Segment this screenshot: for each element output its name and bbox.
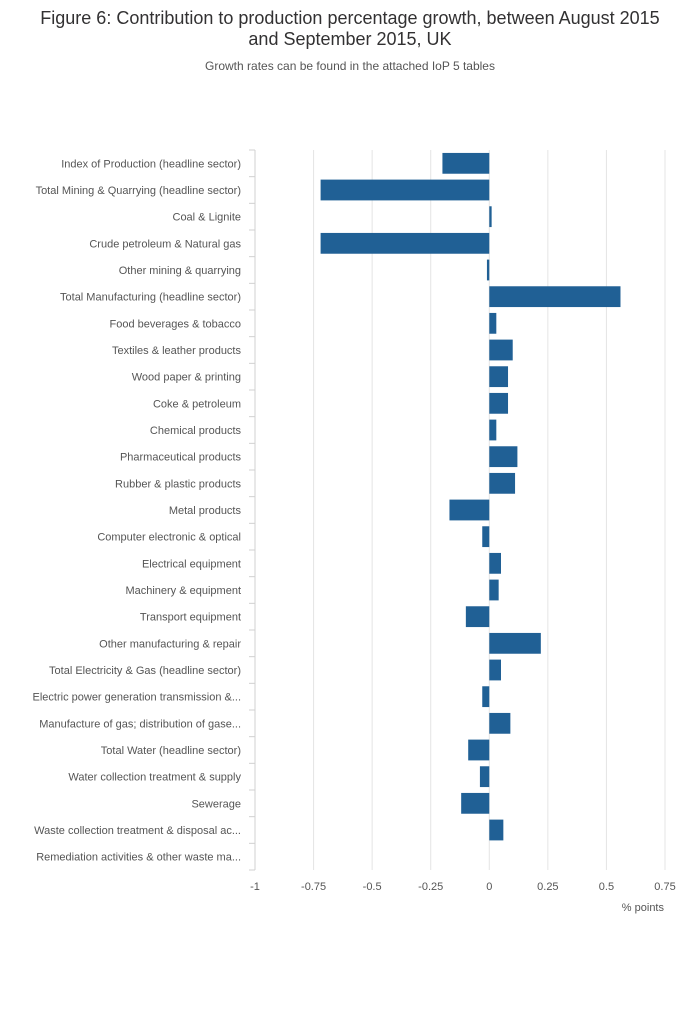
y-tick-label: Waste collection treatment & disposal ac…	[34, 825, 241, 837]
bar	[489, 552, 501, 574]
bar	[489, 312, 497, 334]
y-tick-label: Food beverages & tobacco	[110, 318, 241, 330]
y-tick-label: Total Electricity & Gas (headline sector…	[49, 665, 241, 677]
y-tick-label: Index of Production (headline sector)	[61, 158, 241, 170]
chart-header: Figure 6: Contribution to production per…	[0, 0, 700, 73]
bar	[489, 712, 511, 734]
bar	[442, 152, 490, 174]
bar	[489, 472, 516, 494]
y-tick-label: Crude petroleum & Natural gas	[89, 238, 241, 250]
bar	[489, 819, 504, 841]
x-tick-label: 0.25	[537, 881, 558, 893]
y-tick-label: Other manufacturing & repair	[99, 638, 241, 650]
bar	[320, 179, 490, 201]
bar	[482, 686, 490, 708]
x-axis-title: % points	[622, 902, 665, 914]
x-tick-label: -0.75	[301, 881, 326, 893]
y-tick-label: Wood paper & printing	[132, 372, 241, 384]
x-tick-label: 0	[486, 881, 492, 893]
y-tick-label: Metal products	[169, 505, 242, 517]
y-tick-label: Manufacture of gas; distribution of gase…	[39, 718, 241, 730]
y-tick-label: Sewerage	[191, 798, 241, 810]
y-tick-label: Water collection treatment & supply	[68, 772, 241, 784]
bar	[461, 792, 490, 814]
bar	[489, 339, 513, 361]
y-tick-label: Other mining & quarrying	[119, 265, 241, 277]
x-tick-label: 0.5	[599, 881, 614, 893]
y-tick-label: Pharmaceutical products	[120, 452, 242, 464]
chart-title: Figure 6: Contribution to production per…	[40, 8, 660, 49]
x-tick-label: 0.75	[654, 881, 675, 893]
x-axis: -1 -0.75 -0.5 -0.25 0 0.25 0.5 0.75	[250, 881, 676, 893]
bar	[489, 392, 509, 414]
y-tick-label: Rubber & plastic products	[115, 478, 241, 490]
y-tick-label: Total Water (headline sector)	[101, 745, 241, 757]
y-tick-label: Chemical products	[150, 425, 242, 437]
bar	[489, 419, 497, 441]
y-axis: Index of Production (headline sector) Tot…	[33, 149, 256, 871]
bar	[479, 766, 490, 788]
bar	[449, 499, 490, 521]
bar	[465, 606, 490, 628]
bar	[489, 632, 541, 654]
y-tick-label: Coke & petroleum	[153, 398, 241, 410]
y-tick-label: Electrical equipment	[142, 558, 241, 570]
y-tick-label: Transport equipment	[140, 612, 241, 624]
bar	[489, 446, 518, 468]
bar	[489, 206, 492, 228]
bar	[489, 286, 621, 308]
chart-subtitle: Growth rates can be found in the attache…	[205, 59, 495, 73]
bar	[489, 579, 499, 601]
bar	[489, 366, 509, 388]
y-tick-label: Total Manufacturing (headline sector)	[60, 292, 241, 304]
bar	[468, 739, 490, 761]
bar	[489, 659, 501, 681]
bar	[320, 232, 490, 254]
bars	[320, 152, 621, 841]
x-tick-label: -0.5	[363, 881, 382, 893]
y-tick-label: Textiles & leather products	[112, 345, 242, 357]
y-tick-label: Coal & Lignite	[173, 212, 242, 224]
bar	[486, 259, 490, 281]
y-tick-label: Electric power generation transmission &…	[33, 692, 241, 704]
y-tick-label: Remediation activities & other waste ma.…	[36, 852, 241, 864]
x-tick-label: -1	[250, 881, 260, 893]
y-tick-label: Total Mining & Quarrying (headline secto…	[36, 185, 241, 197]
bar	[482, 526, 490, 548]
y-tick-label: Computer electronic & optical	[97, 532, 241, 544]
y-tick-label: Machinery & equipment	[125, 585, 241, 597]
x-tick-label: -0.25	[418, 881, 443, 893]
